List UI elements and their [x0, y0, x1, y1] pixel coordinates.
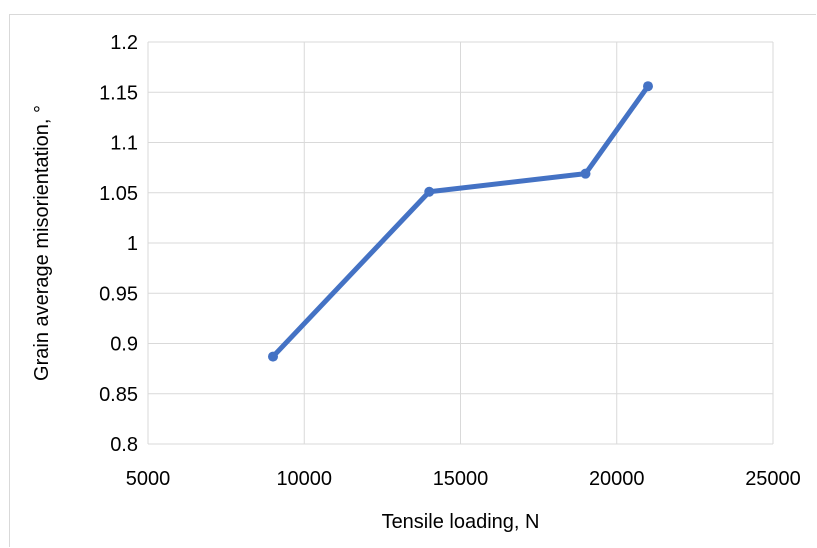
y-tick-label: 0.9 [110, 334, 138, 356]
y-tick-label: 0.95 [99, 283, 138, 305]
y-tick-label: 1.15 [99, 82, 138, 104]
x-tick-label: 10000 [276, 468, 332, 490]
x-tick-label: 20000 [589, 468, 645, 490]
chart-frame [9, 14, 816, 547]
series-layer [268, 81, 653, 362]
x-tick-labels: 5000 10000 15000 20000 25000 [126, 468, 801, 490]
x-axis-title: Tensile loading, N [382, 511, 540, 533]
grid-layer [147, 41, 774, 445]
x-tick-label: 5000 [126, 468, 171, 490]
data-point [424, 186, 435, 197]
x-tick-label: 25000 [745, 468, 801, 490]
data-point [580, 168, 591, 179]
series-line [270, 83, 651, 360]
y-tick-label: 1.05 [99, 183, 138, 205]
y-axis-title: Grain average misorientation, ° [31, 105, 53, 381]
x-tick-label: 15000 [433, 468, 489, 490]
y-tick-label: 0.8 [110, 434, 138, 456]
data-point [643, 81, 653, 92]
data-point [268, 351, 278, 362]
y-tick-label: 1.1 [110, 133, 138, 155]
y-tick-label: 1 [127, 233, 138, 255]
y-tick-label: 0.85 [99, 384, 138, 406]
y-tick-label: 1.2 [110, 32, 138, 54]
y-tick-labels: 0.8 0.85 0.9 0.95 1 1.05 1.1 1.15 1.2 [99, 32, 138, 456]
